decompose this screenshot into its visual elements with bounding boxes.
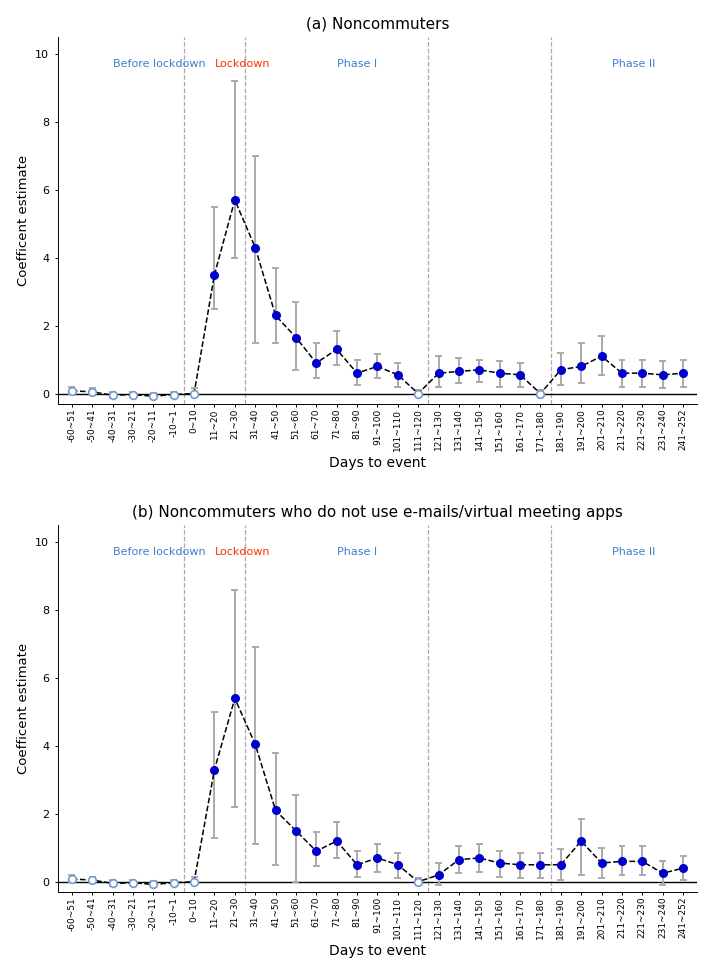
Title: (b) Noncommuters who do not use e-mails/virtual meeting apps: (b) Noncommuters who do not use e-mails/… — [132, 505, 623, 520]
Text: Phase II: Phase II — [612, 547, 655, 558]
Text: Phase I: Phase I — [337, 59, 377, 69]
Y-axis label: Coefficent estimate: Coefficent estimate — [16, 643, 30, 774]
Title: (a) Noncommuters: (a) Noncommuters — [306, 17, 449, 31]
Text: Phase II: Phase II — [612, 59, 655, 69]
Text: Lockdown: Lockdown — [214, 59, 270, 69]
Text: Lockdown: Lockdown — [214, 547, 270, 558]
Text: Phase I: Phase I — [337, 547, 377, 558]
Y-axis label: Coefficent estimate: Coefficent estimate — [16, 155, 30, 286]
Text: Before lockdown: Before lockdown — [113, 59, 205, 69]
X-axis label: Days to event: Days to event — [329, 945, 426, 958]
Text: Before lockdown: Before lockdown — [113, 547, 205, 558]
X-axis label: Days to event: Days to event — [329, 456, 426, 470]
